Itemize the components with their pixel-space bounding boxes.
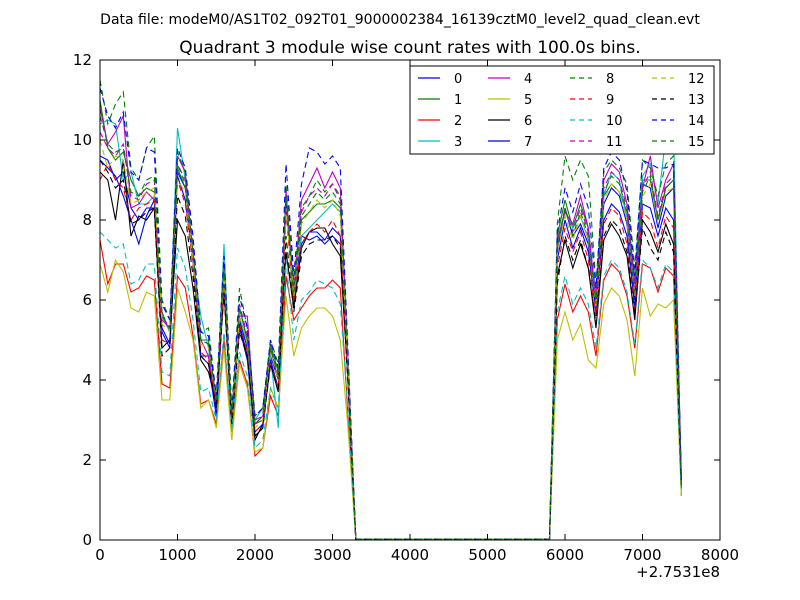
x-tick-label: 1000 xyxy=(158,546,196,564)
legend-label-10: 10 xyxy=(606,114,623,129)
legend-label-13: 13 xyxy=(688,93,705,108)
axis-ticks: 0 1000 2000 3000 4000 5000 6000 7000 80000246810… xyxy=(73,51,739,564)
y-tick-label: 0 xyxy=(82,531,92,549)
legend-label-1: 1 xyxy=(454,93,462,108)
series-line-15 xyxy=(99,115,682,540)
series-layer xyxy=(99,79,682,540)
legend-label-0: 0 xyxy=(454,72,462,87)
legend-label-7: 7 xyxy=(524,135,532,150)
x-tick-label: 6000 xyxy=(546,546,584,564)
legend-label-15: 15 xyxy=(688,135,705,150)
y-tick-label: 2 xyxy=(82,451,92,469)
y-tick-label: 8 xyxy=(82,211,92,229)
legend-label-11: 11 xyxy=(606,135,623,150)
x-offset-label: +2.7531e8 xyxy=(636,563,720,581)
x-tick-label: 2000 xyxy=(236,546,274,564)
legend-label-6: 6 xyxy=(524,114,532,129)
figure-suptitle: Data file: modeM0/AS1T02_092T01_90000023… xyxy=(100,12,700,28)
y-tick-label: 4 xyxy=(82,371,92,389)
x-tick-label: 7000 xyxy=(623,546,661,564)
legend-label-4: 4 xyxy=(524,72,532,87)
legend-label-5: 5 xyxy=(524,93,532,108)
legend-label-14: 14 xyxy=(688,114,705,129)
y-tick-label: 10 xyxy=(73,131,92,149)
x-tick-label: 3000 xyxy=(313,546,351,564)
y-tick-label: 12 xyxy=(73,51,92,69)
chart-title: Quadrant 3 module wise count rates with … xyxy=(179,38,640,58)
x-tick-label: 5000 xyxy=(468,546,506,564)
x-tick-label: 4000 xyxy=(391,546,429,564)
legend-label-8: 8 xyxy=(606,72,614,87)
legend-label-9: 9 xyxy=(606,93,614,108)
legend-frame xyxy=(409,65,715,155)
axes-frame xyxy=(99,59,721,541)
x-tick-label: 0 xyxy=(95,546,105,564)
y-tick-label: 6 xyxy=(82,291,92,309)
legend-label-2: 2 xyxy=(454,114,462,129)
series-line-13 xyxy=(99,159,682,540)
x-tick-label: 8000 xyxy=(701,546,739,564)
legend-label-3: 3 xyxy=(454,135,462,150)
legend-label-12: 12 xyxy=(688,72,705,87)
series-line-8 xyxy=(99,79,682,540)
